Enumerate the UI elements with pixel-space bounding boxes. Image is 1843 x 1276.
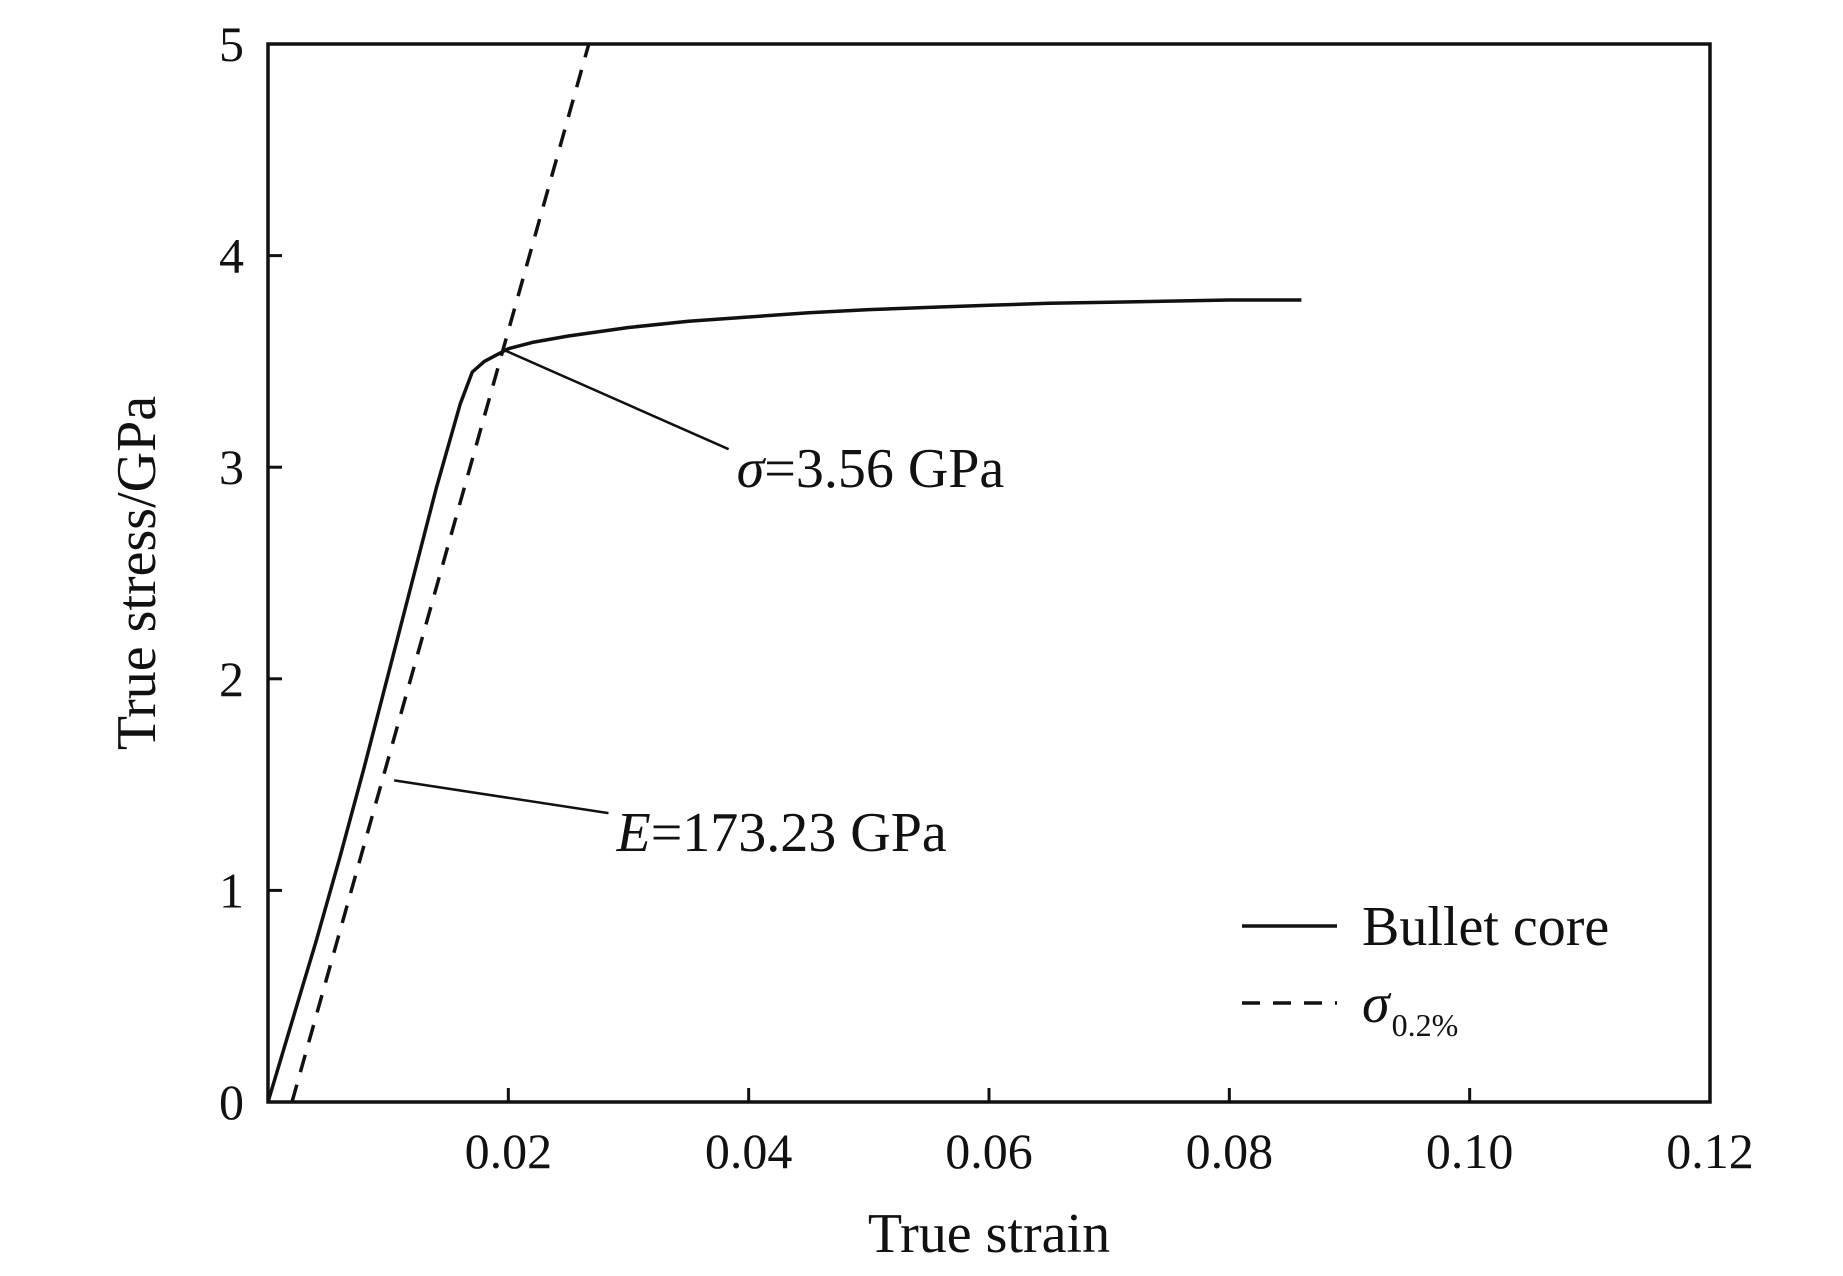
- x-tick-label: 0.12: [1666, 1123, 1754, 1179]
- y-tick-label: 0: [219, 1074, 244, 1130]
- legend-label-bullet-core: Bullet core: [1362, 896, 1609, 958]
- x-axis-title: True strain: [868, 1203, 1110, 1265]
- y-tick-label: 2: [219, 651, 244, 707]
- annotation-leader-e: [393, 779, 609, 815]
- series-layer: [268, 44, 1302, 1102]
- y-tick-label: 3: [219, 439, 244, 495]
- legend-label-sigma-subscript: 0.2%: [1392, 1007, 1459, 1043]
- legend: Bullet core σ0.2%: [1242, 896, 1609, 1043]
- annotation-sigma-yield: σ=3.56 GPa: [737, 438, 1005, 500]
- x-tick-label: 0.06: [945, 1123, 1033, 1179]
- x-tick-label: 0.04: [705, 1123, 793, 1179]
- series-line-bullet-core: [268, 298, 1302, 1102]
- legend-label-sigma-symbol: σ: [1362, 973, 1392, 1035]
- y-tick-label: 5: [219, 16, 244, 72]
- annotation-elastic-modulus: E=173.23 GPa: [615, 802, 946, 864]
- axis-ticks: 0.02 0.04 0.06 0.08 0.10 0.12 0 1 2 3 4 5: [219, 16, 1754, 1179]
- x-tick-label: 0.02: [465, 1123, 553, 1179]
- legend-label-sigma-0.2: σ0.2%: [1362, 973, 1458, 1043]
- x-tick-label: 0.10: [1426, 1123, 1514, 1179]
- annotation-leader-sigma: [505, 349, 730, 451]
- annotation-layer: σ=3.56 GPa E=173.23 GPa: [393, 349, 1005, 864]
- y-tick-label: 4: [219, 228, 244, 284]
- series-line-sigma-0.2: [290, 44, 591, 1102]
- y-tick-label: 1: [219, 862, 244, 918]
- x-tick-label: 0.08: [1186, 1123, 1274, 1179]
- y-axis-title: True stress/GPa: [106, 396, 168, 750]
